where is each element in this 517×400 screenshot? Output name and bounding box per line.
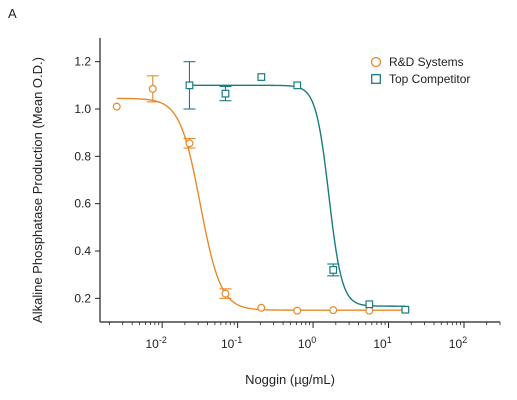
point-r-d-systems <box>365 306 374 315</box>
point-r-d-systems <box>112 102 121 111</box>
point-top-competitor <box>221 89 230 98</box>
point-top-competitor <box>365 300 374 309</box>
point-top-competitor <box>401 305 410 314</box>
fit-curve-r-d-systems <box>116 97 406 311</box>
plot-area: 0.2 0.4 0.6 0.8 1.0 1.2 10-2 10-1 100 101 102 Noggi… <box>30 38 501 387</box>
point-r-d-systems <box>257 303 266 312</box>
x-tick-label: 102 <box>449 335 467 351</box>
point-r-d-systems <box>185 139 194 148</box>
point-r-d-systems <box>329 306 338 315</box>
point-top-competitor <box>185 81 194 90</box>
x-tick-label: 100 <box>298 335 316 351</box>
point-r-d-systems <box>148 84 157 93</box>
legend-marker <box>370 56 382 68</box>
point-top-competitor <box>329 266 338 274</box>
y-tick-label: 0.8 <box>74 149 91 163</box>
legend-label: Top Competitor <box>389 72 470 86</box>
x-tick-label: 10-2 <box>145 335 166 351</box>
y-tick-label: 1.0 <box>74 102 91 116</box>
point-top-competitor <box>293 81 302 90</box>
fit-curve-top-competitor <box>189 84 406 307</box>
x-tick-label: 10-1 <box>221 335 242 351</box>
point-r-d-systems <box>293 306 302 315</box>
y-axis-title: Alkaline Phosphatase Production (Mean O.… <box>30 57 45 323</box>
y-tick-label: 0.6 <box>74 197 91 211</box>
legend-label: R&D Systems <box>389 55 464 69</box>
legend-marker <box>371 74 381 84</box>
x-axis-title: Noggin (µg/mL) <box>245 372 335 387</box>
point-top-competitor <box>257 73 266 81</box>
y-tick-label: 0.2 <box>74 291 91 305</box>
panel-label: A <box>8 6 17 21</box>
x-tick-label: 101 <box>373 335 391 351</box>
y-tick-label: 0.4 <box>74 244 91 258</box>
y-tick-label: 1.2 <box>74 55 91 69</box>
point-r-d-systems <box>221 289 230 298</box>
